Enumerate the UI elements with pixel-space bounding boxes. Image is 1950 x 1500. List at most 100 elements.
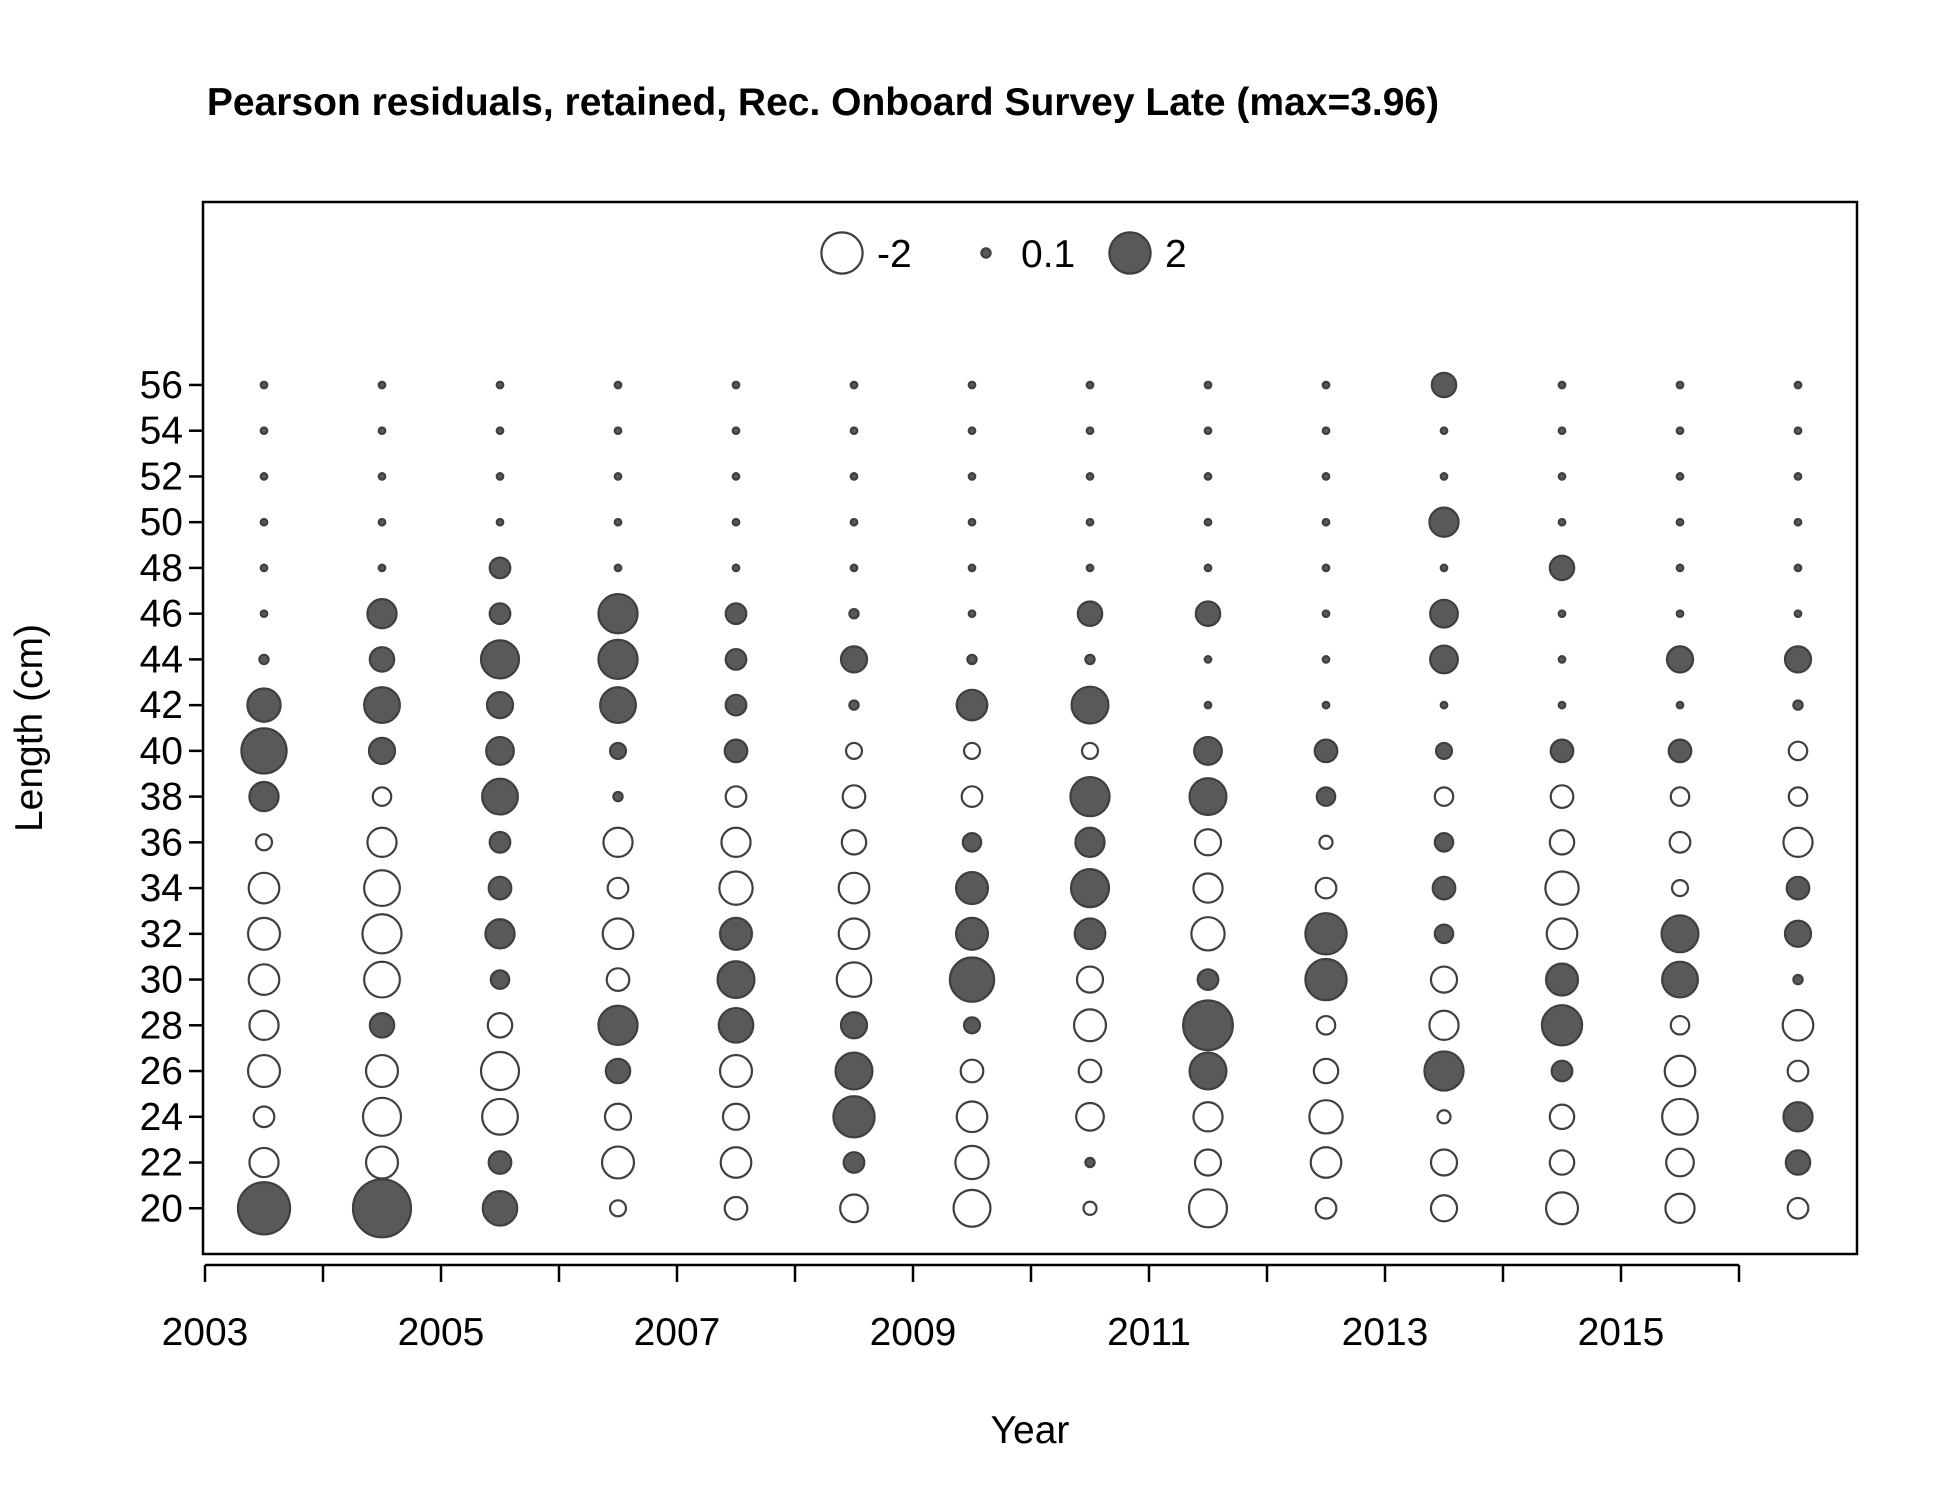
bubble xyxy=(364,1053,400,1089)
bubble xyxy=(1431,875,1457,901)
bubble xyxy=(597,1004,639,1046)
x-tick-label: 2015 xyxy=(1578,1311,1665,1354)
bubble xyxy=(488,602,512,626)
bubble xyxy=(1315,786,1337,807)
bubble xyxy=(720,826,752,858)
bubble xyxy=(247,871,281,905)
bubble xyxy=(377,563,387,573)
y-tick-label: 56 xyxy=(140,364,183,407)
bubble xyxy=(1192,1101,1224,1133)
bubble xyxy=(1084,653,1096,666)
bubble xyxy=(1085,517,1095,527)
legend-label: 0.1 xyxy=(1021,233,1075,276)
bubble xyxy=(488,830,512,854)
bubble xyxy=(1793,380,1803,390)
bubble xyxy=(602,826,634,858)
bubble xyxy=(1193,828,1223,857)
bubble xyxy=(1309,1146,1343,1179)
y-tick-label: 50 xyxy=(140,501,183,544)
bubble xyxy=(351,1178,413,1239)
legend-label: 2 xyxy=(1165,233,1187,276)
bubble xyxy=(1321,563,1331,573)
bubble xyxy=(363,960,401,999)
bubble xyxy=(1430,371,1458,399)
bubble xyxy=(1077,1058,1103,1084)
bubble xyxy=(364,1145,400,1180)
bubble xyxy=(1557,472,1567,481)
bubble xyxy=(1793,426,1803,436)
bubble xyxy=(259,609,269,619)
bubble xyxy=(488,556,512,580)
bubble xyxy=(1675,700,1685,710)
bubble xyxy=(495,472,505,481)
bubble xyxy=(841,784,867,809)
bubble xyxy=(1203,700,1213,710)
bubble xyxy=(849,380,859,390)
bubble xyxy=(837,917,871,951)
bubble xyxy=(363,869,401,908)
bubble xyxy=(1675,609,1685,619)
chart-title: Pearson residuals, retained, Rec. Onboar… xyxy=(207,81,1439,124)
y-tick-label: 34 xyxy=(140,867,183,910)
bubble xyxy=(966,653,978,666)
bubble xyxy=(236,1181,292,1236)
bubble xyxy=(842,1151,866,1174)
bubble xyxy=(1313,738,1339,764)
bubble xyxy=(1433,923,1455,945)
bubble xyxy=(1203,655,1213,664)
bubble xyxy=(1315,1014,1337,1036)
bubble xyxy=(1545,917,1579,951)
bubble xyxy=(597,593,639,635)
bubble xyxy=(1544,1191,1580,1226)
bubble xyxy=(1675,517,1685,527)
bubble xyxy=(1190,916,1226,952)
bubble xyxy=(849,563,859,573)
bubble xyxy=(597,638,639,681)
bubble xyxy=(967,609,977,619)
bubble xyxy=(1670,879,1690,898)
bubble xyxy=(1072,1008,1108,1043)
bubble xyxy=(1540,1004,1584,1047)
plot-frame xyxy=(201,200,1859,1256)
legend: -2 0.1 2 xyxy=(820,231,1187,276)
bubble xyxy=(606,876,630,900)
bubble xyxy=(1203,380,1213,390)
bubble xyxy=(481,1097,519,1136)
bubble xyxy=(495,380,505,390)
bubble xyxy=(1082,1200,1098,1216)
y-tick-label: 38 xyxy=(140,776,183,819)
bubble xyxy=(481,1189,519,1227)
bubble xyxy=(718,870,754,906)
y-tick-label: 30 xyxy=(140,959,183,1002)
bubble xyxy=(1433,831,1455,853)
bubble xyxy=(731,472,741,481)
bubble xyxy=(1429,1148,1459,1177)
bubble xyxy=(955,1100,989,1134)
x-tick-label: 2011 xyxy=(1107,1311,1191,1354)
bubble xyxy=(612,790,624,803)
bubble xyxy=(1661,960,1699,999)
bubble xyxy=(955,688,989,722)
bubble xyxy=(724,648,748,671)
bubble xyxy=(835,961,873,998)
bubble xyxy=(1667,738,1693,764)
bubble xyxy=(361,913,403,955)
bubble xyxy=(246,1053,282,1089)
bubble xyxy=(961,831,983,853)
bubble xyxy=(484,918,516,950)
bubble xyxy=(366,598,398,630)
bubble xyxy=(1308,1099,1344,1135)
bubble xyxy=(1321,517,1331,527)
bubble xyxy=(1660,914,1700,954)
bubble xyxy=(1557,517,1567,527)
bubble xyxy=(1069,867,1111,909)
bubble xyxy=(1548,829,1576,856)
bubble xyxy=(832,1095,876,1139)
bubble xyxy=(954,916,990,951)
bubble xyxy=(613,472,623,481)
bubble xyxy=(1783,919,1813,948)
y-axis-label: Length (cm) xyxy=(8,624,51,832)
bubble xyxy=(1084,1156,1096,1169)
bubble xyxy=(1557,426,1567,436)
bubble xyxy=(259,472,269,481)
